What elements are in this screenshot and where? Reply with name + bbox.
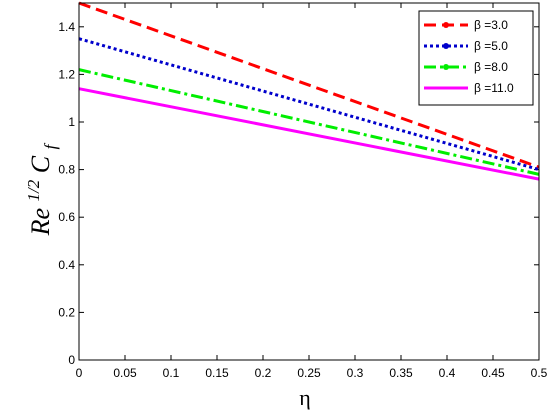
legend-label: β =8.0 bbox=[474, 60, 508, 74]
series-layer bbox=[78, 1, 540, 181]
y-axis-label-sub: f bbox=[41, 142, 60, 149]
x-tick-label: 0.15 bbox=[205, 366, 229, 380]
y-tick-label: 1.4 bbox=[58, 20, 75, 34]
x-tick-label: 0.35 bbox=[389, 366, 413, 380]
legend-label: β =5.0 bbox=[474, 39, 508, 53]
y-tick-label: 1.2 bbox=[58, 67, 75, 81]
legend-entries: β =3.0 β =5.0 β =8.0 β =11.0 bbox=[424, 18, 514, 95]
x-tick-label: 0.3 bbox=[347, 366, 364, 380]
x-tick-label: 0.5 bbox=[531, 366, 548, 380]
y-tick-label: 0 bbox=[68, 353, 75, 367]
legend-marker bbox=[443, 43, 449, 49]
series-line bbox=[78, 1, 540, 169]
y-axis-label-main: Re bbox=[26, 208, 55, 236]
y-tick-label: 1 bbox=[68, 115, 75, 129]
legend: β =3.0 β =5.0 β =8.0 β =11.0 bbox=[418, 10, 534, 106]
x-tick-label: 0.4 bbox=[439, 366, 456, 380]
legend-marker bbox=[443, 64, 449, 70]
x-tick-label: 0.45 bbox=[481, 366, 505, 380]
x-tick-label: 0.1 bbox=[163, 366, 180, 380]
series-line bbox=[78, 68, 540, 176]
series-line bbox=[78, 87, 540, 181]
y-tick-label: 0.4 bbox=[58, 258, 75, 272]
x-tick-label: 0.2 bbox=[255, 366, 272, 380]
y-axis-label-var: C bbox=[26, 155, 55, 173]
legend-label: β =3.0 bbox=[474, 18, 508, 32]
legend-marker bbox=[443, 22, 449, 28]
x-tick-label: 0 bbox=[76, 366, 83, 380]
y-tick-label: 0.2 bbox=[58, 305, 75, 319]
x-axis-label: η bbox=[299, 385, 311, 410]
y-tick-label: 0.8 bbox=[58, 163, 75, 177]
x-tick-label: 0.05 bbox=[113, 366, 137, 380]
plot-frame bbox=[78, 2, 540, 361]
x-tick-label: 0.25 bbox=[297, 366, 321, 380]
y-axis-label-sup: 1/2 bbox=[24, 179, 43, 201]
ticks-layer: 0 0.05 0.1 0.15 0.2 0.25 0.3 0.35 0.4 0.45 0.5 0 0.2… bbox=[58, 3, 548, 380]
series-line bbox=[78, 37, 540, 172]
y-axis-label: Re 1/2 C f bbox=[16, 142, 60, 236]
legend-label: β =11.0 bbox=[474, 81, 514, 95]
y-tick-label: 0.6 bbox=[58, 210, 75, 224]
